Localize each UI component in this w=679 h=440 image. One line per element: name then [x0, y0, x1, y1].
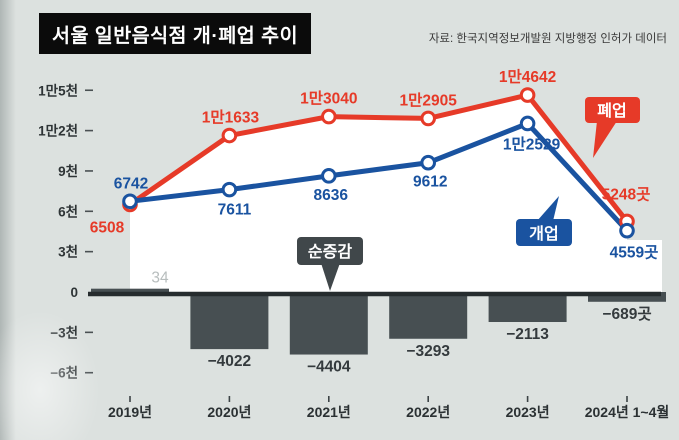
closure-callout-tail: [593, 121, 617, 158]
opening-point: [321, 168, 337, 184]
net-change-bar: [289, 292, 368, 355]
area-layer: [130, 95, 662, 295]
opening-point-label: 8636: [314, 187, 349, 204]
closure-point-label: 1만4642: [499, 68, 556, 86]
axes-layer: 1만5천 1만2천 9천 6천 3천 0 −3천 −6천 2019년 2020년 2021년 2022…: [38, 83, 669, 420]
net-change-value: −689곳: [602, 305, 651, 323]
net-change-bar: [488, 292, 567, 323]
point-labels-layer: 6508 1만1633 1만3040 1만2905 1만4642 5248곳 6742 761…: [90, 68, 659, 262]
x-axis-label: 2022년: [406, 404, 450, 420]
page-title: 서울 일반음식점 개·폐업 추이: [52, 25, 299, 47]
x-axis-label: 2024년 1~4월: [585, 404, 670, 420]
net-change-callout-box: [297, 237, 363, 265]
net-change-bar: [190, 292, 269, 350]
opening-line: [127, 120, 630, 234]
opening-point-label: 6742: [114, 175, 148, 192]
y-axis-label: −6천: [50, 366, 78, 381]
area-fill-under-closure-line: [130, 95, 627, 295]
net-change-value: −4022: [208, 353, 252, 370]
net-change-bar: [389, 292, 468, 339]
closure-point: [420, 110, 437, 127]
net-change-callout-tail: [321, 263, 340, 291]
x-axis-label: 2020년: [207, 404, 251, 420]
closure-callout-box: [585, 97, 640, 123]
opening-point-label: 7611: [218, 202, 252, 219]
source-note: 자료: 한국지역정보개발원 지방행정 인허가 데이터: [428, 33, 667, 45]
net-change-callout-label: 순증감: [308, 242, 352, 261]
title-box: 서울 일반음식점 개·폐업 추이: [39, 13, 312, 54]
net-change-value: 34: [151, 270, 169, 287]
y-axis-label: −3천: [50, 325, 78, 340]
closure-callout: 폐업: [585, 97, 640, 158]
net-change-callout: 순증감: [297, 237, 363, 291]
opening-point: [221, 181, 238, 198]
points-layer: [122, 87, 635, 239]
opening-point-label: 4559곳: [610, 244, 659, 262]
x-axis-label: 2021년: [307, 404, 351, 420]
net-change-value: −3293: [406, 343, 450, 360]
net-change-value: −2113: [506, 326, 549, 343]
area-highlight-band: [612, 240, 662, 294]
opening-point: [619, 222, 635, 239]
bar-labels-layer: 34 −4022 −4404 −3293 −2113 −689곳: [151, 270, 651, 376]
x-axis-label: 2019년: [108, 404, 152, 420]
x-axis-label: 2023년: [506, 404, 550, 420]
closure-line: [127, 92, 630, 224]
closure-point: [221, 127, 238, 144]
y-axis-label: 3천: [58, 245, 78, 260]
opening-callout-box: [516, 219, 572, 246]
lines-layer: [127, 92, 630, 234]
y-axis-label: 1만5천: [38, 83, 78, 98]
closure-point-label: 6508: [90, 219, 125, 236]
y-axis-label: 0: [70, 285, 78, 300]
opening-callout-label: 개업: [529, 224, 558, 243]
opening-callout-tail: [537, 196, 559, 221]
closure-point: [321, 108, 337, 125]
opening-point-label: 1만2529: [503, 135, 561, 153]
closure-callout-label: 폐업: [597, 101, 626, 120]
closure-point-label: 5248곳: [602, 185, 651, 203]
y-axis-label: 6천: [58, 204, 78, 219]
bars-layer: [91, 288, 666, 355]
opening-point: [519, 115, 536, 132]
closure-point-label: 1만2905: [400, 91, 458, 109]
y-axis-label: 1만2천: [38, 124, 78, 139]
closure-point-label: 1만1633: [202, 109, 260, 127]
net-change-bar: [588, 292, 666, 302]
opening-point-label: 9612: [413, 174, 447, 191]
opening-callout: 개업: [516, 196, 572, 246]
net-change-value: −4404: [307, 359, 351, 376]
closure-point: [519, 87, 536, 103]
closure-point-label: 1만3040: [300, 90, 357, 108]
opening-point: [420, 154, 437, 171]
opening-point: [122, 193, 138, 210]
y-axis-label: 9천: [58, 164, 78, 179]
